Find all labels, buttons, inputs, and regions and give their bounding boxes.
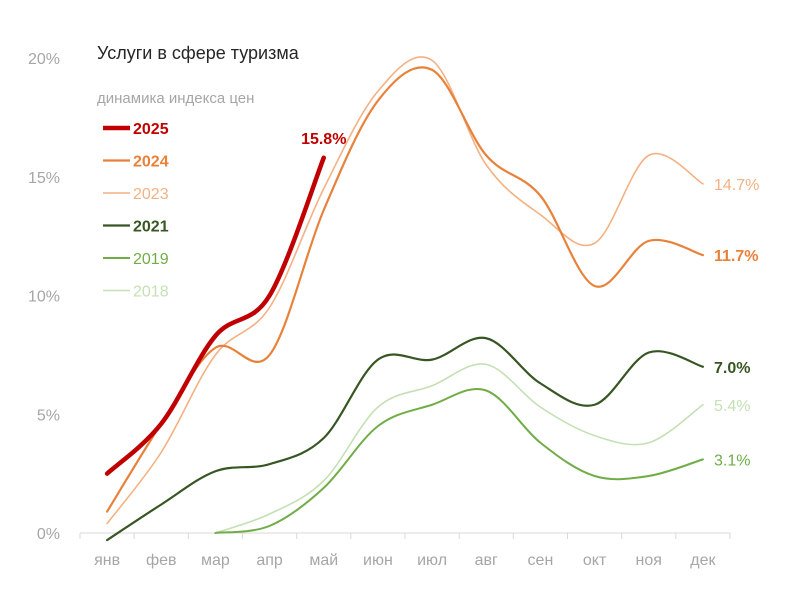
legend-item-2024: 2024	[103, 154, 169, 171]
series-lines	[104, 56, 705, 542]
legend-label: 2023	[133, 186, 169, 203]
legend-label: 2021	[133, 219, 169, 236]
series-line-2019	[214, 388, 704, 534]
end-label-2024: 11.7%	[714, 248, 758, 265]
y-tick-label: 20%	[28, 51, 60, 68]
y-tick-label: 0%	[37, 526, 60, 543]
end-label-2018: 5.4%	[714, 398, 750, 415]
chart-title: Услуги в сфере туризма	[97, 43, 300, 63]
x-tick-label: авг	[475, 552, 498, 569]
x-tick-label: дек	[690, 552, 716, 569]
legend-item-2019: 2019	[103, 251, 169, 268]
x-tick-label: мар	[201, 552, 230, 569]
legend-label: 2025	[133, 121, 169, 138]
legend-item-2021: 2021	[103, 219, 169, 236]
x-tick-label: июл	[417, 552, 447, 569]
series-line-2021	[105, 336, 705, 542]
y-tick-label: 5%	[37, 407, 60, 424]
chart-subtitle: динамика индекса цен	[97, 90, 254, 107]
series-line-2018	[214, 363, 704, 534]
legend-label: 2019	[133, 251, 169, 268]
series-line-2024	[105, 66, 705, 513]
x-axis: янв фев мар апр май июн июл авг сен окт ноя дек	[79, 533, 731, 569]
end-labels: 5.4% 3.1% 7.0% 14.7% 11.7% 15.8%	[301, 131, 759, 470]
end-label-2023: 14.7%	[714, 177, 759, 194]
x-tick-label: май	[309, 552, 338, 569]
x-tick-label: ноя	[636, 552, 662, 569]
x-tick-label: сен	[528, 552, 554, 569]
x-tick-label: янв	[94, 552, 120, 569]
end-label-2021: 7.0%	[714, 360, 750, 377]
x-tick-label: апр	[256, 552, 283, 569]
y-tick-label: 10%	[28, 289, 60, 306]
legend-label: 2018	[133, 284, 169, 301]
x-tick-label: июн	[363, 552, 393, 569]
series-line-2025	[104, 155, 326, 476]
legend-item-2018: 2018	[103, 284, 169, 301]
end-label-2019: 3.1%	[714, 452, 750, 469]
series-line-2023	[106, 56, 704, 525]
legend: 2025 2024 2023 2021 2019 2018	[103, 121, 169, 301]
legend-item-2023: 2023	[103, 186, 169, 203]
x-tick-label: окт	[583, 552, 607, 569]
legend-item-2025: 2025	[103, 121, 169, 138]
x-tick-label: фев	[146, 552, 177, 569]
y-axis: 0% 5% 10% 15% 20%	[28, 51, 60, 543]
end-label-2025: 15.8%	[301, 131, 346, 148]
legend-label: 2024	[133, 154, 169, 171]
y-tick-label: 15%	[28, 170, 60, 187]
